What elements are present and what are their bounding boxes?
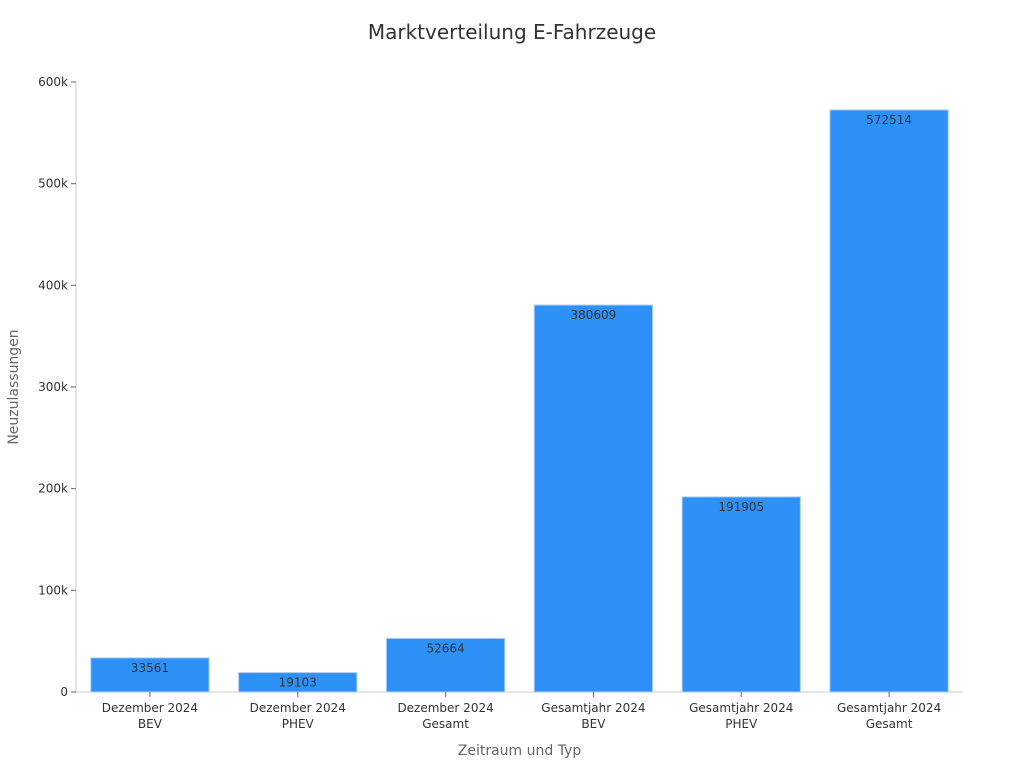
x-tick-label: Gesamt <box>422 717 469 731</box>
y-tick-label: 600k <box>38 75 68 89</box>
x-tick-label: Dezember 2024 <box>250 701 346 715</box>
x-tick-label: BEV <box>581 717 606 731</box>
chart-title: Marktverteilung E-Fahrzeuge <box>367 20 657 44</box>
x-tick-label: PHEV <box>282 717 315 731</box>
bar[interactable] <box>533 304 654 693</box>
bar-value-label: 33561 <box>131 661 169 675</box>
bar[interactable] <box>829 109 949 693</box>
y-tick-label: 0 <box>60 685 68 699</box>
x-tick-label: BEV <box>138 717 163 731</box>
bar[interactable] <box>385 637 506 693</box>
y-tick-label: 300k <box>38 380 68 394</box>
bar-value-label: 52664 <box>426 641 464 655</box>
x-tick-label: Gesamtjahr 2024 <box>837 701 941 715</box>
bar-value-label: 19103 <box>279 676 317 690</box>
y-tick-label: 500k <box>38 177 68 191</box>
x-axis-label: Zeitraum und Typ <box>458 743 582 759</box>
bar-value-label: 572514 <box>866 113 912 127</box>
x-tick-label: Gesamtjahr 2024 <box>689 701 793 715</box>
bar-value-label: 191905 <box>718 500 764 514</box>
bar-value-label: 380609 <box>571 308 617 322</box>
x-tick-label: Gesamtjahr 2024 <box>541 701 645 715</box>
x-tick-label: Dezember 2024 <box>102 701 198 715</box>
bar[interactable] <box>681 496 801 693</box>
x-tick-label: Gesamt <box>866 717 913 731</box>
y-tick-label: 100k <box>38 583 68 597</box>
y-tick-label: 200k <box>38 482 68 496</box>
x-tick-label: PHEV <box>725 717 758 731</box>
x-tick-label: Dezember 2024 <box>397 701 493 715</box>
y-axis-label: Neuzulassungen <box>6 329 22 444</box>
bar[interactable] <box>90 657 210 693</box>
y-tick-label: 400k <box>38 278 68 292</box>
